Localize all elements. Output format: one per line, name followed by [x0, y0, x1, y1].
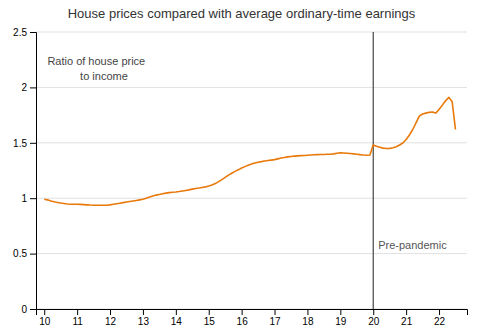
- x-tick-label: 14: [171, 316, 183, 327]
- y-tick: 1.5: [13, 138, 36, 149]
- x-tick-label: 20: [368, 316, 380, 327]
- x-tick: 16: [237, 309, 249, 327]
- plot-area: 10 11 12 13 14 15 16 17 18 19 20 21 22 0 0.5 1 1.5 2 2.5 Pr…: [13, 27, 467, 327]
- y-tick-mark: [30, 32, 36, 33]
- x-tick-mark: [209, 309, 210, 315]
- labels: Pre-pandemic Ratio of house price to inco…: [47, 55, 447, 251]
- x-tick: 15: [204, 309, 216, 327]
- x-tick: 13: [138, 309, 150, 327]
- x-tick-label: 22: [434, 316, 446, 327]
- y-tick-mark: [30, 254, 36, 255]
- annotation: Ratio of house price to income: [47, 55, 145, 81]
- x-tick-mark: [176, 309, 177, 315]
- grid-line: [36, 253, 467, 254]
- x-tick-label: 21: [401, 316, 413, 327]
- title: House prices compared with average ordin…: [68, 6, 416, 21]
- reference-line-label: Pre-pandemic: [378, 239, 447, 251]
- y-tick-label: 0: [21, 304, 27, 315]
- y-tick-label: 1: [21, 193, 27, 204]
- x-tick-mark: [307, 309, 308, 315]
- x-tick: 19: [335, 309, 347, 327]
- x-tick: 14: [171, 309, 183, 327]
- y-axis-line: [30, 33, 37, 310]
- reference-line: [373, 32, 374, 309]
- x-tick: 21: [401, 309, 413, 327]
- y-tick: 0: [21, 304, 36, 315]
- y-tick-label: 0.5: [13, 248, 27, 259]
- x-tick: 11: [72, 309, 83, 327]
- x-tick-label: 15: [204, 316, 216, 327]
- y-tick-label: 2.5: [13, 27, 27, 38]
- grid-line: [36, 198, 467, 199]
- x-tick: 22: [434, 309, 446, 327]
- x-tick-label: 16: [237, 316, 249, 327]
- y-tick-mark: [30, 87, 36, 88]
- x-tick-mark: [242, 309, 243, 315]
- x-tick-mark: [77, 309, 78, 315]
- x-tick-mark: [44, 309, 45, 315]
- marks: [44, 32, 455, 309]
- y-tick-mark: [30, 198, 36, 199]
- grid-line: [36, 32, 467, 33]
- x-tick: 18: [302, 309, 314, 327]
- y-grid: [36, 32, 467, 309]
- x-axis-line: [37, 310, 468, 316]
- x-tick-label: 13: [138, 316, 150, 327]
- y-tick: 1: [21, 193, 36, 204]
- x-tick-mark: [275, 309, 276, 315]
- x-tick: 10: [39, 309, 51, 327]
- y-tick: 2: [21, 82, 36, 93]
- x-tick: 12: [105, 309, 117, 327]
- y-axis: 0 0.5 1 1.5 2 2.5: [13, 27, 36, 315]
- grid-line: [36, 87, 467, 88]
- y-tick-mark: [30, 309, 36, 310]
- x-axis: 10 11 12 13 14 15 16 17 18 19 20 21 22: [37, 309, 468, 327]
- x-tick-label: 11: [72, 316, 83, 327]
- y-tick: 0.5: [13, 248, 36, 259]
- x-tick-label: 10: [39, 316, 51, 327]
- y-tick: 2.5: [13, 27, 36, 38]
- data-line: [44, 97, 455, 205]
- x-tick-mark: [340, 309, 341, 315]
- x-tick-mark: [373, 309, 374, 315]
- x-tick-mark: [143, 309, 144, 315]
- y-tick-label: 2: [21, 82, 27, 93]
- x-tick-label: 18: [302, 316, 314, 327]
- x-tick: 17: [269, 309, 281, 327]
- y-tick-label: 1.5: [13, 138, 27, 149]
- x-tick-label: 12: [105, 316, 117, 327]
- chart: 10 11 12 13 14 15 16 17 18 19 20 21 22 0 0.5 1 1.5 2 2.5 Pr…: [0, 0, 483, 335]
- x-tick-mark: [439, 309, 440, 315]
- x-tick-mark: [110, 309, 111, 315]
- x-tick: 20: [368, 309, 380, 327]
- x-tick-mark: [406, 309, 407, 315]
- x-tick-label: 19: [335, 316, 347, 327]
- x-tick-label: 17: [269, 316, 281, 327]
- y-tick-mark: [30, 143, 36, 144]
